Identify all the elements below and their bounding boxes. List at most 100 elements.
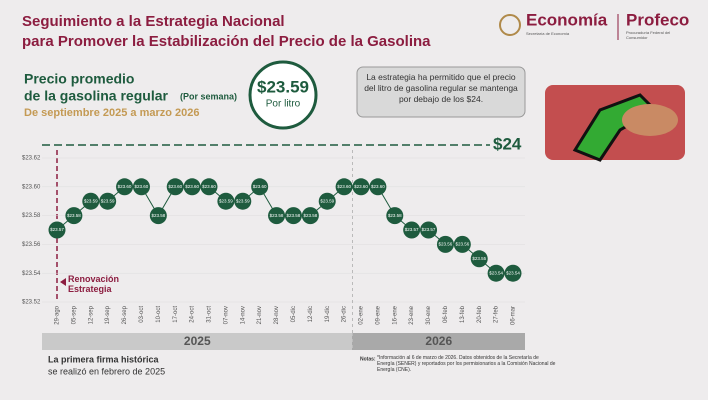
year-label: 2025	[184, 334, 211, 348]
line	[56, 186, 513, 274]
average-unit: Por litro	[266, 99, 301, 110]
average-badge	[248, 60, 318, 130]
average: $23.59	[257, 77, 309, 96]
data-label: $23.58	[303, 213, 317, 218]
reference-label: $24	[493, 134, 522, 153]
annotation-arrow	[60, 278, 66, 286]
x-tick-label: 17-oct	[173, 306, 179, 323]
x-tick-label: 03-oct	[139, 306, 145, 323]
x-tick-label: 27-feb	[494, 305, 500, 323]
data-label: $23.57	[50, 227, 64, 232]
point	[200, 178, 218, 196]
point	[268, 207, 286, 225]
point	[132, 178, 150, 196]
y-tick-label: $23.56	[22, 242, 41, 248]
data-label: $23.60	[135, 184, 149, 189]
point	[335, 178, 353, 196]
x-tick-label: 29-ago	[55, 305, 61, 324]
data-label: $23.54	[489, 270, 503, 275]
data-label: $23.60	[337, 184, 351, 189]
point	[369, 178, 387, 196]
point	[318, 192, 336, 210]
data-label: $23.58	[287, 213, 301, 218]
point	[99, 192, 117, 210]
data-label: $23.56	[439, 242, 453, 247]
x-tick-label: 23-ene	[409, 305, 415, 324]
notes-wrap: *Información al 6 de marzo de 2026. Dato…	[377, 355, 556, 373]
point	[234, 192, 252, 210]
data-label: $23.59	[236, 198, 250, 203]
data-label: $23.56	[455, 242, 469, 247]
notes: *Información al 6 de marzo de 2026. Dato…	[377, 355, 556, 373]
x-tick-label: 19-dic	[325, 306, 331, 322]
title: para Promover la Estabilización del Prec…	[22, 33, 431, 50]
footer: se realizó en febrero de 2025	[48, 366, 165, 376]
point	[504, 264, 522, 282]
year-band	[352, 333, 525, 350]
x-tick-label: 31-oct	[207, 306, 213, 323]
x-tick-label: 05-sep	[71, 305, 77, 324]
data-label: $23.59	[320, 198, 334, 203]
x-tick-label: 26-sep	[122, 305, 128, 324]
data-label: $23.59	[101, 198, 115, 203]
annotation-wrap: Renovación Estrategia	[68, 274, 120, 294]
x-tick-label: 05-dic	[291, 306, 297, 322]
x-tick-label: 14-nov	[240, 306, 246, 324]
logo-sub-box: Procuraduría Federal del Consumidor	[626, 30, 671, 40]
point	[251, 178, 269, 196]
point	[82, 192, 100, 210]
logo: Economía	[526, 10, 608, 29]
y-tick-label: $23.58	[22, 213, 41, 219]
logo-sub: Procuraduría Federal del Consumidor	[626, 30, 671, 40]
data-label: $23.60	[253, 184, 267, 189]
data-label: $23.59	[219, 198, 233, 203]
point	[166, 178, 184, 196]
point	[116, 178, 134, 196]
subtitle: de la gasolina regular	[24, 88, 168, 104]
annotation: Renovación Estrategia	[68, 274, 120, 294]
callout-box	[356, 66, 526, 118]
point	[453, 235, 471, 253]
subtitle-note: (Por semana)	[180, 91, 237, 101]
callout: La estrategia ha permitido que el precio…	[364, 72, 518, 104]
data-label: $23.57	[422, 227, 436, 232]
point	[301, 207, 319, 225]
data-label: $23.59	[84, 198, 98, 203]
callout-wrap: La estrategia ha permitido que el precio…	[364, 72, 518, 104]
x-tick-label: 20-feb	[477, 305, 483, 323]
point	[403, 221, 421, 239]
logo: Profeco	[626, 10, 689, 29]
y-tick-label: $23.52	[22, 300, 41, 306]
data-label: $23.54	[506, 270, 520, 275]
point	[183, 178, 201, 196]
x-tick-label: 16-ene	[392, 305, 398, 324]
point	[470, 250, 488, 268]
x-tick-label: 09-ene	[375, 305, 381, 324]
point	[436, 235, 454, 253]
x-tick-label: 06-mar	[511, 306, 517, 325]
x-tick-label: 13-feb	[460, 305, 466, 323]
x-tick-label: 28-nov	[274, 306, 280, 324]
data-label: $23.55	[472, 256, 486, 261]
period: De septiembre 2025 a marzo 2026	[24, 107, 200, 119]
x-tick-label: 12-dic	[308, 306, 314, 322]
data-label: $23.58	[270, 213, 284, 218]
title: Seguimiento a la Estrategia Nacional	[22, 13, 285, 30]
data-label: $23.58	[151, 213, 165, 218]
data-label: $23.60	[118, 184, 132, 189]
data-label: $23.57	[405, 227, 419, 232]
logo-sub: Secretaría de Economía	[526, 31, 570, 36]
notes-title: Notas:	[360, 356, 376, 362]
x-tick-label: 12-sep	[88, 305, 94, 324]
data-label: $23.60	[185, 184, 199, 189]
year-label: 2026	[425, 334, 452, 348]
x-tick-label: 10-oct	[156, 306, 162, 323]
data-label: $23.60	[354, 184, 368, 189]
data-label: $23.60	[371, 184, 385, 189]
point	[487, 264, 505, 282]
y-tick-label: $23.60	[22, 184, 41, 190]
x-tick-label: 21-nov	[257, 306, 263, 324]
data-label: $23.60	[202, 184, 216, 189]
pump-illustration	[545, 85, 685, 162]
